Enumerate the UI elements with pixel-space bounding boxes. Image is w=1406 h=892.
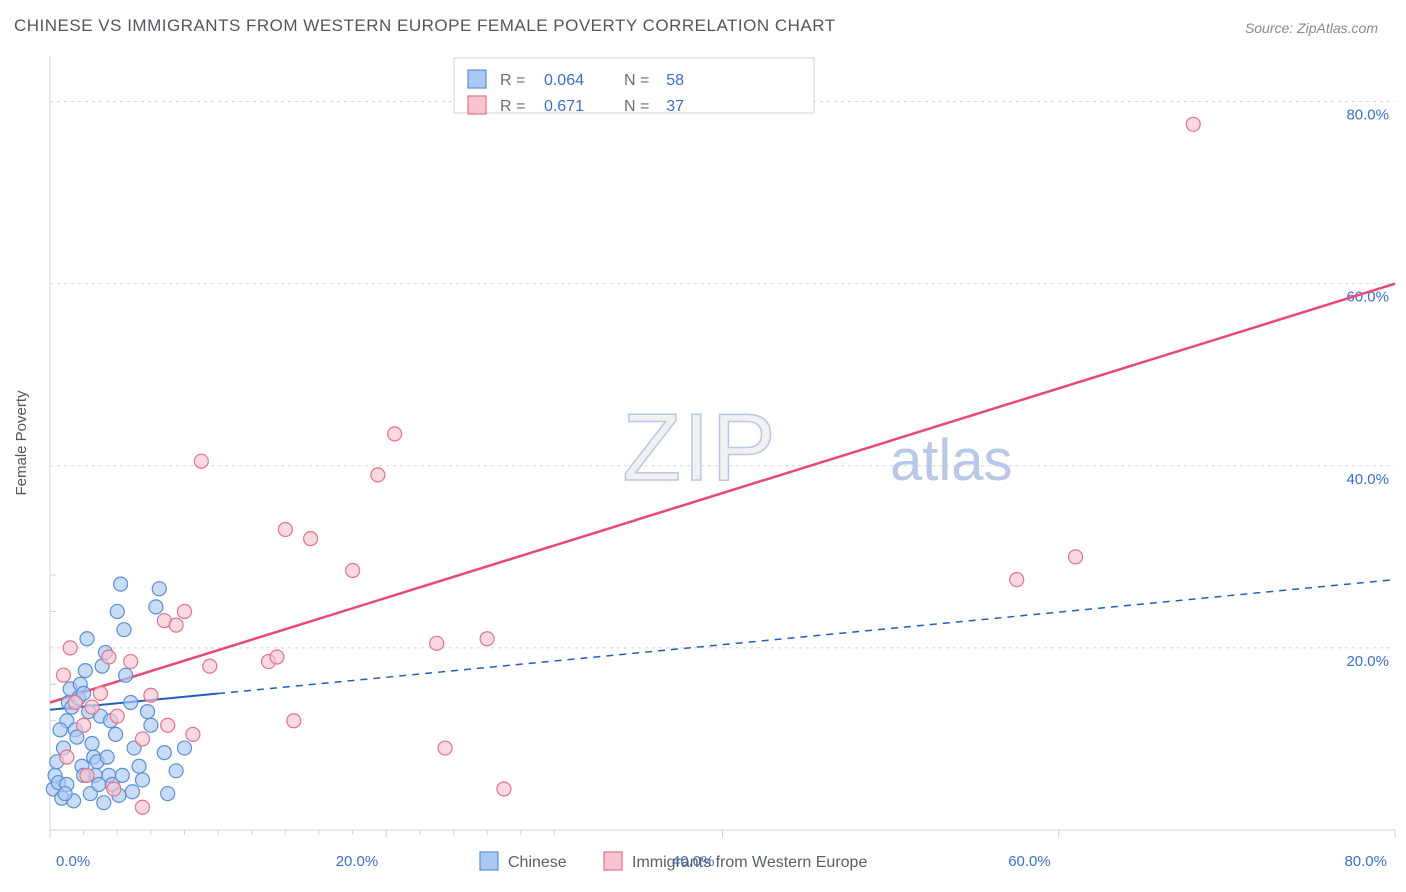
svg-text:R =: R = — [500, 72, 525, 89]
svg-text:0.671: 0.671 — [544, 98, 584, 115]
scatter-plot: 20.0%40.0%60.0%80.0%ZIPatlas0.0%20.0%40.… — [0, 0, 1406, 892]
svg-text:0.0%: 0.0% — [56, 853, 90, 870]
svg-text:Chinese: Chinese — [508, 854, 567, 871]
svg-text:N =: N = — [624, 72, 649, 89]
svg-text:37: 37 — [666, 98, 684, 115]
svg-text:R =: R = — [500, 98, 525, 115]
svg-text:20.0%: 20.0% — [336, 853, 379, 870]
svg-text:58: 58 — [666, 72, 684, 89]
svg-text:80.0%: 80.0% — [1344, 853, 1387, 870]
svg-text:ZIP: ZIP — [622, 394, 777, 501]
svg-text:atlas: atlas — [890, 428, 1013, 493]
svg-text:Immigrants from Western Europe: Immigrants from Western Europe — [632, 854, 867, 871]
svg-text:80.0%: 80.0% — [1346, 107, 1389, 124]
svg-text:40.0%: 40.0% — [1346, 471, 1389, 488]
svg-text:N =: N = — [624, 98, 649, 115]
svg-text:60.0%: 60.0% — [1008, 853, 1051, 870]
svg-text:20.0%: 20.0% — [1346, 653, 1389, 670]
svg-text:0.064: 0.064 — [544, 72, 584, 89]
chart-container: CHINESE VS IMMIGRANTS FROM WESTERN EUROP… — [0, 0, 1406, 892]
svg-text:Female Poverty: Female Poverty — [13, 390, 30, 496]
